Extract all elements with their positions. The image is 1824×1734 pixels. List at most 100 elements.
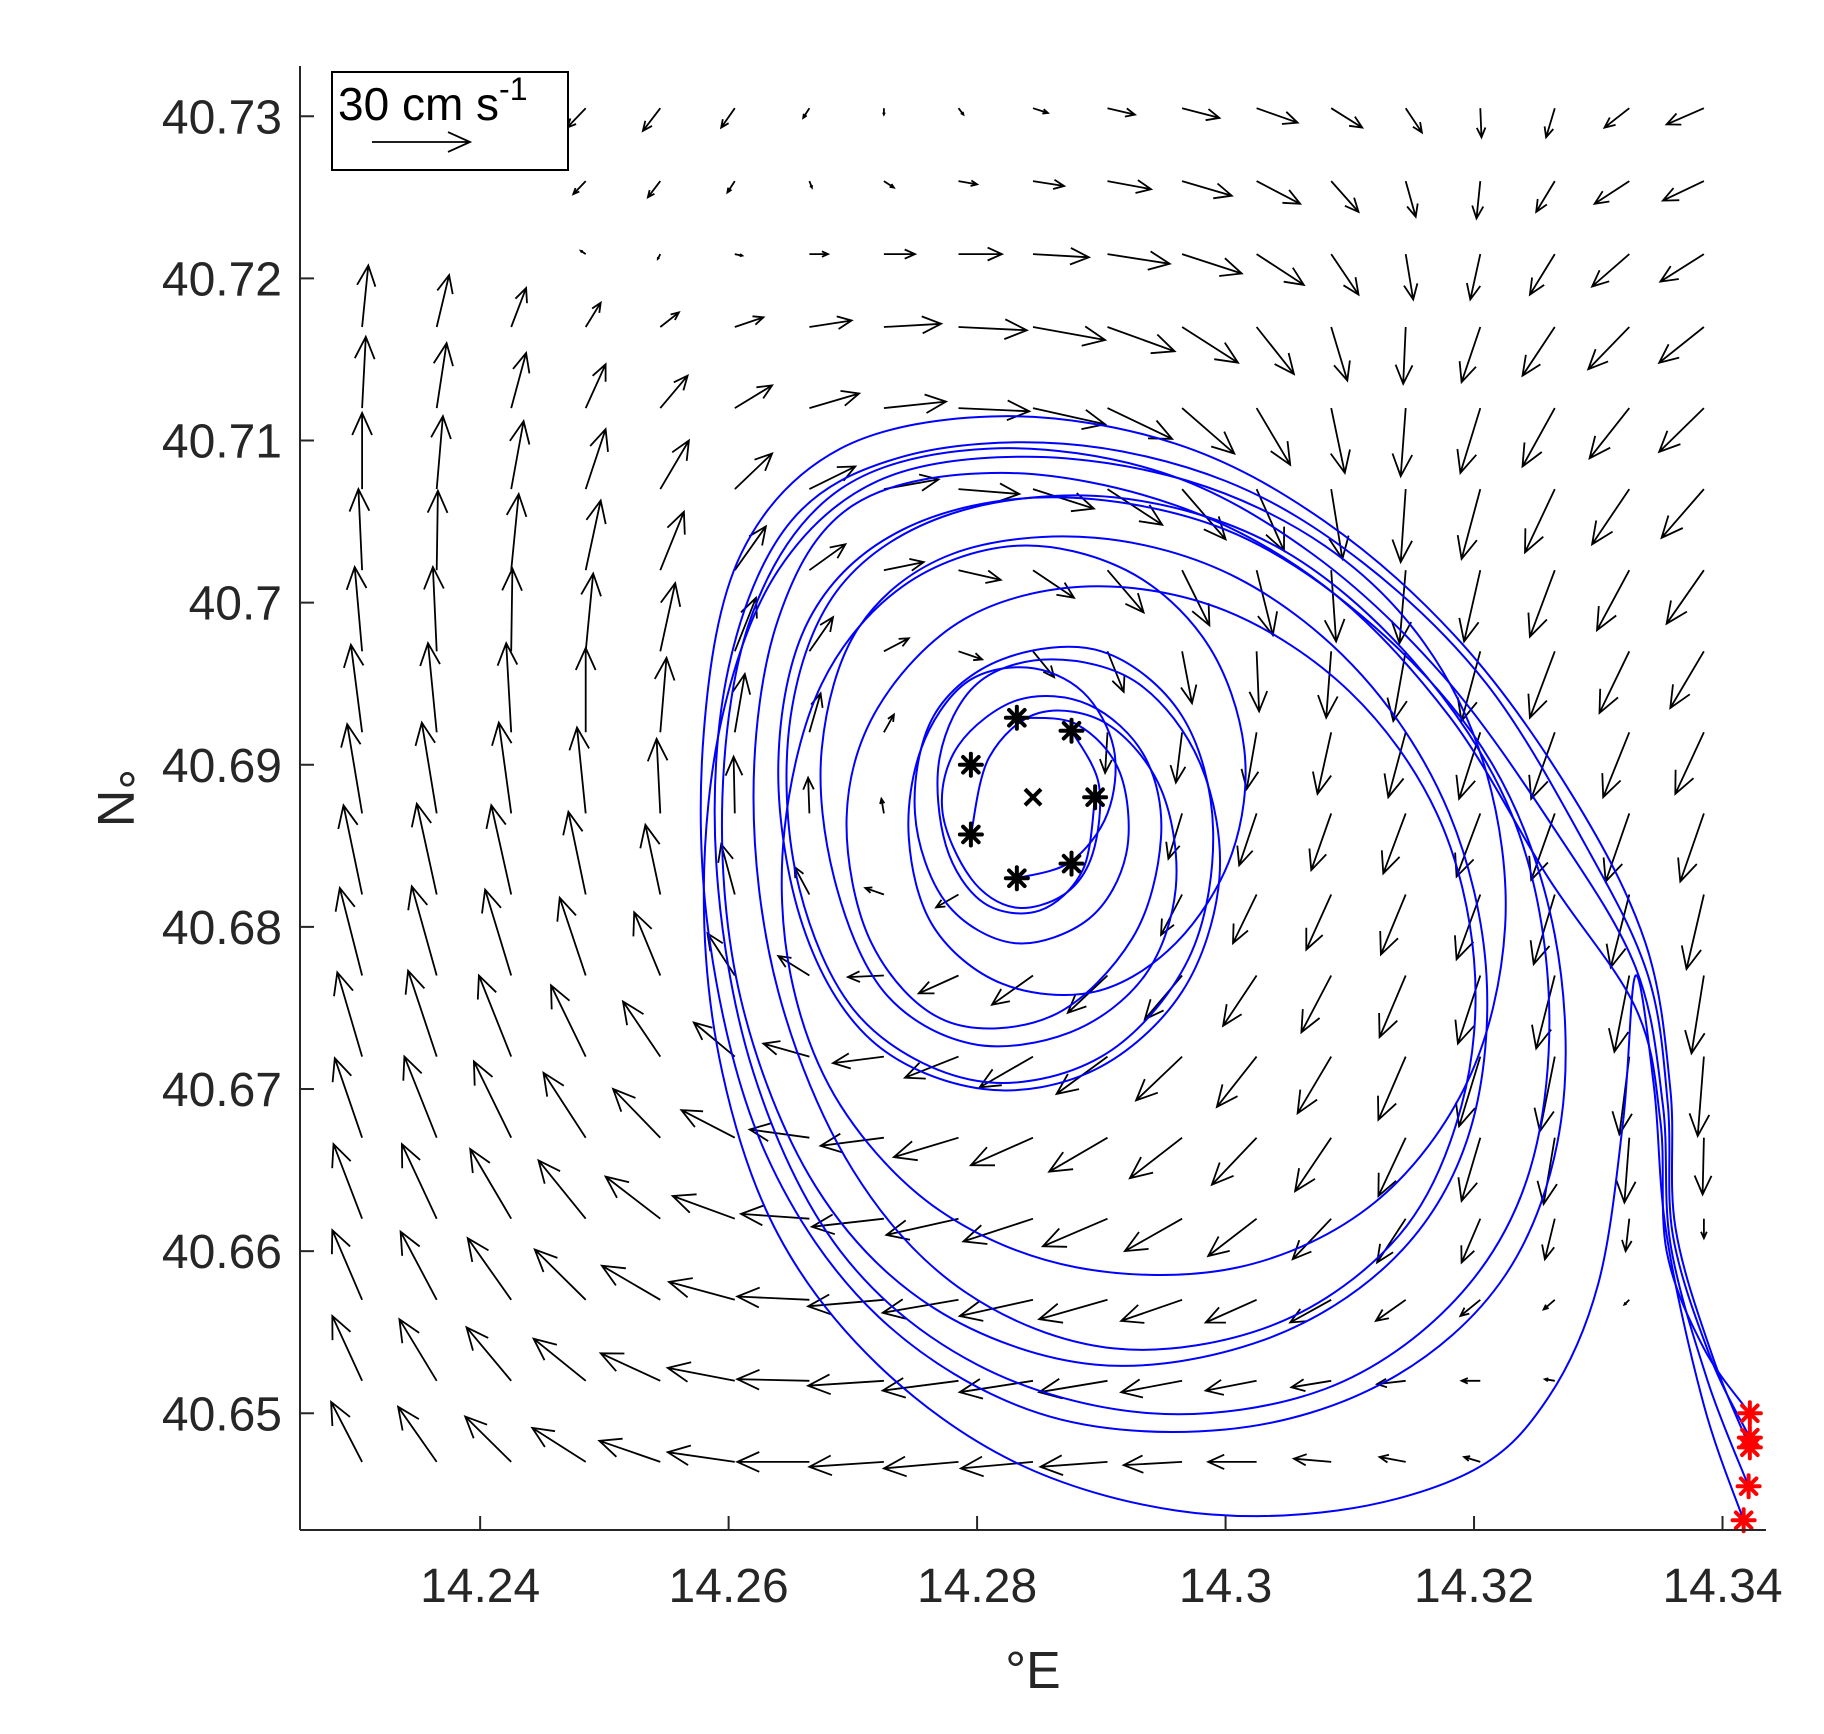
velocity-arrow	[1293, 1137, 1332, 1194]
velocity-arrow	[1181, 569, 1211, 628]
velocity-arrow	[1660, 180, 1705, 202]
x-axis-label: °E	[1005, 1642, 1060, 1700]
velocity-arrow	[1454, 975, 1482, 1046]
trajectory-line	[720, 447, 1750, 1487]
velocity-arrow	[578, 249, 587, 255]
velocity-arrow	[1330, 326, 1351, 383]
release-point-marker	[1003, 865, 1030, 892]
velocity-arrow	[641, 107, 662, 133]
velocity-arrow	[398, 1317, 438, 1382]
velocity-arrow	[1119, 1298, 1183, 1324]
velocity-arrow	[491, 720, 513, 814]
velocity-arrow	[351, 410, 373, 490]
end-point-marker	[1735, 1473, 1762, 1500]
velocity-arrow	[1541, 1299, 1556, 1311]
velocity-arrow	[734, 253, 745, 258]
velocity-arrow	[646, 180, 662, 200]
velocity-arrow	[809, 315, 854, 330]
velocity-arrow	[734, 384, 774, 409]
y-tick-label: 40.65	[162, 1388, 282, 1441]
velocity-arrow	[550, 983, 587, 1057]
release-point-marker	[1082, 784, 1109, 811]
velocity-arrow	[1256, 253, 1306, 287]
velocity-arrow	[1330, 180, 1360, 214]
velocity-arrow	[805, 1373, 884, 1396]
velocity-arrow	[882, 108, 886, 117]
y-tick-label: 40.73	[162, 91, 282, 144]
velocity-arrow	[958, 1455, 1034, 1478]
velocity-arrow	[331, 1314, 363, 1382]
velocity-arrow	[1032, 407, 1108, 430]
velocity-arrow	[1386, 651, 1408, 724]
velocity-arrow	[1107, 179, 1154, 194]
y-tick-label: 40.7	[189, 578, 282, 631]
velocity-arrow	[509, 418, 531, 490]
velocity-arrow	[340, 722, 363, 814]
x-tick-label: 14.26	[669, 1560, 789, 1613]
velocity-arrow	[1377, 1453, 1406, 1464]
velocity-arrow	[1458, 1299, 1481, 1318]
velocity-arrow	[435, 272, 454, 328]
velocity-arrow	[1291, 1453, 1332, 1467]
velocity-arrow	[542, 1070, 587, 1139]
release-point-marker	[957, 751, 984, 778]
vortex-center-marker	[1023, 787, 1043, 807]
velocity-arrow	[331, 1056, 363, 1138]
velocity-arrow	[1300, 975, 1332, 1035]
velocity-arrow	[400, 1142, 438, 1220]
velocity-arrow	[1404, 180, 1419, 219]
velocity-arrow	[1032, 107, 1050, 115]
velocity-arrow	[505, 491, 528, 571]
velocity-arrow	[1598, 650, 1631, 715]
velocity-arrow	[659, 438, 691, 490]
velocity-arrow	[726, 180, 736, 195]
velocity-arrow	[1383, 732, 1407, 800]
velocity-arrow	[654, 655, 676, 733]
marker-stroke	[1007, 707, 1027, 728]
velocity-arrow	[957, 1298, 1034, 1322]
velocity-arrow	[1037, 1298, 1108, 1324]
velocity-arrow	[1471, 181, 1485, 221]
velocity-arrow	[1677, 813, 1705, 884]
velocity-arrow	[808, 615, 835, 652]
velocity-arrow	[1403, 253, 1419, 302]
marker-stroke	[1740, 1437, 1760, 1458]
velocity-arrow	[968, 1136, 1034, 1167]
velocity-arrow	[1657, 326, 1705, 365]
velocity-arrow	[1590, 253, 1630, 288]
velocity-arrow	[1180, 651, 1198, 706]
velocity-arrow	[1404, 107, 1424, 135]
velocity-arrow	[1595, 569, 1631, 633]
axes	[299, 66, 1766, 1531]
velocity-arrow	[356, 263, 377, 328]
velocity-arrow	[1700, 1218, 1708, 1241]
velocity-arrow	[1255, 326, 1296, 376]
velocity-arrow	[531, 1337, 587, 1382]
velocity-arrow	[1378, 975, 1407, 1040]
marker-stroke	[1061, 853, 1082, 874]
velocity-arrow	[1380, 813, 1407, 876]
velocity-arrow	[990, 974, 1034, 1006]
velocity-arrow	[1240, 732, 1260, 792]
release-point-marker	[957, 821, 984, 848]
marker-stroke	[1085, 787, 1105, 807]
velocity-arrow	[679, 1109, 736, 1139]
velocity-arrow	[330, 1399, 363, 1463]
trajectory-line	[699, 415, 1751, 1448]
velocity-arrow	[481, 887, 513, 976]
velocity-arrow	[1305, 894, 1333, 952]
velocity-arrow	[598, 1352, 661, 1382]
velocity-arrow	[1181, 180, 1234, 200]
velocity-arrow	[761, 1040, 810, 1058]
velocity-arrow	[1394, 326, 1414, 386]
velocity-arrow	[1203, 1379, 1257, 1396]
velocity-arrow	[883, 248, 918, 260]
velocity-arrow	[958, 399, 1032, 422]
velocity-arrow	[1122, 1217, 1183, 1253]
velocity-arrow	[1181, 107, 1222, 122]
velocity-arrow	[830, 1052, 885, 1070]
velocity-arrow	[399, 1229, 438, 1301]
velocity-arrow	[472, 1059, 513, 1139]
velocity-arrow	[1527, 569, 1556, 639]
